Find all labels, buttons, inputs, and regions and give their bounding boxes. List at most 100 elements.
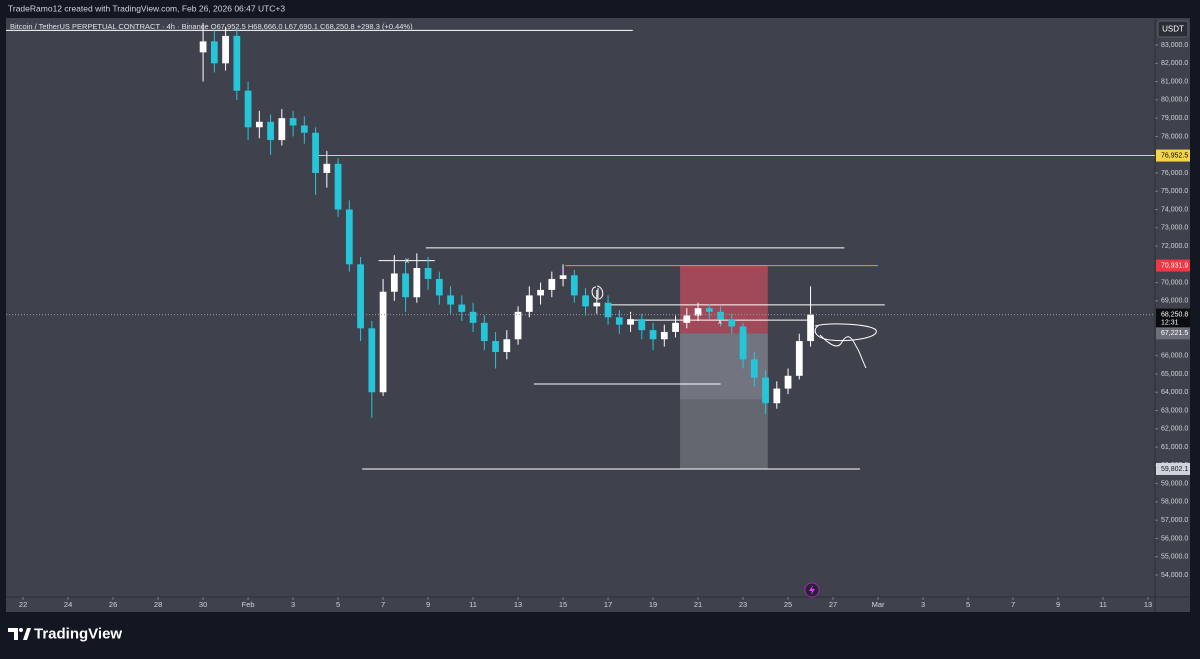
y-tick-label: 64,000.0 <box>1161 389 1188 396</box>
candle-body <box>750 359 758 378</box>
candle-body <box>660 331 668 340</box>
candle-body <box>717 311 724 320</box>
candle-body <box>728 319 736 327</box>
price-label: 59,802.1 <box>1161 466 1188 473</box>
x-tick-label: 5 <box>966 600 970 609</box>
x-tick-label: 30 <box>199 600 207 609</box>
x-tick-label: Mar <box>872 600 885 609</box>
events-icon-bolt[interactable] <box>809 585 815 595</box>
candle-body <box>312 132 319 173</box>
x-tick-label: 11 <box>469 600 477 609</box>
candle-body <box>570 275 578 296</box>
x-tick-label: 24 <box>64 600 72 609</box>
hand-drawing: x x <box>405 256 877 369</box>
x-tick-label: 3 <box>921 600 925 609</box>
y-tick-label: 78,000.0 <box>1161 133 1188 140</box>
x-tick-label: 25 <box>784 600 792 609</box>
candle-body <box>390 273 398 292</box>
y-tick-label: 65,000.0 <box>1161 371 1188 378</box>
candle-body <box>334 163 342 210</box>
symbol-title: Bitcoin / TetherUS PERPETUAL CONTRACT · … <box>10 22 413 31</box>
candle-body <box>233 35 241 91</box>
marker-x: x <box>718 317 722 326</box>
x-tick-label: 5 <box>336 600 340 609</box>
price-label-box <box>1156 327 1190 340</box>
circle-scribble <box>591 285 604 300</box>
candle-body <box>300 125 308 133</box>
y-tick-label: 80,000.0 <box>1161 97 1188 104</box>
candle-body <box>795 341 803 376</box>
y-tick-label: 69,000.0 <box>1161 298 1188 305</box>
y-tick-label: 59,000.0 <box>1161 480 1188 487</box>
y-tick-label: 56,000.0 <box>1161 535 1188 542</box>
candle-body <box>492 341 499 353</box>
logo-mark <box>23 628 31 640</box>
y-tick-label: 54,000.0 <box>1161 572 1188 579</box>
currency[interactable]: USDT <box>1162 25 1184 34</box>
y-tick-label: 79,000.0 <box>1161 115 1188 122</box>
price-label-box <box>1156 308 1190 329</box>
candle-body <box>593 302 601 307</box>
path-scribble <box>814 323 877 369</box>
x-tick-label: 13 <box>1144 600 1152 609</box>
position-zone <box>680 399 768 469</box>
x-tick-label: 19 <box>649 600 657 609</box>
y-tick-label: 66,000.0 <box>1161 353 1188 360</box>
price-label-box <box>1156 259 1190 272</box>
x-tick-label: 7 <box>381 600 385 609</box>
candle-body <box>345 209 353 265</box>
candle-body <box>694 308 702 316</box>
brand: TradingView <box>34 625 122 642</box>
caption: TradeRamo12 created with TradingView.com… <box>8 3 285 13</box>
candle-body <box>267 121 274 141</box>
y-tick-label: 83,000.0 <box>1161 42 1188 49</box>
x-tick-label: 26 <box>109 600 117 609</box>
candle-body <box>480 322 488 342</box>
candle-body <box>289 118 297 126</box>
y-tick-label: 73,000.0 <box>1161 225 1188 232</box>
plot <box>6 23 1155 470</box>
y-tick-label: 74,000.0 <box>1161 206 1188 213</box>
candle-body <box>278 118 286 141</box>
logo-mark <box>8 628 18 640</box>
price-label-box <box>1156 149 1190 162</box>
candle-body <box>762 377 769 404</box>
x-tick-label: 9 <box>426 600 430 609</box>
y-tick-label: 57,000.0 <box>1161 517 1188 524</box>
currency-box[interactable] <box>1157 20 1189 38</box>
candle-body <box>199 41 207 53</box>
candle-body <box>244 90 252 128</box>
x-tick-label: 9 <box>1056 600 1060 609</box>
candle-body <box>649 330 657 340</box>
candle-body <box>458 304 466 312</box>
y-tick-label: 72,000.0 <box>1161 243 1188 250</box>
candle-body <box>638 319 646 331</box>
candle-body <box>683 315 691 323</box>
y-tick-label: 55,000.0 <box>1161 554 1188 561</box>
x-tick-label: 22 <box>19 600 27 609</box>
candle-body <box>604 302 612 318</box>
candle-body <box>773 388 781 404</box>
candle-body <box>615 317 623 325</box>
y-tick-label: 75,000.0 <box>1161 188 1188 195</box>
x-tick-label: 11 <box>1099 600 1107 609</box>
candle-body <box>525 295 533 312</box>
candle-body <box>323 163 331 173</box>
candle-body <box>514 311 522 340</box>
candle-body <box>413 267 421 298</box>
candle-body <box>210 41 218 64</box>
candle-body <box>255 121 263 128</box>
logo-dot <box>19 628 23 632</box>
y-tick-label: 76,000.0 <box>1161 170 1188 177</box>
candle-body <box>402 273 409 298</box>
countdown: 12:31 <box>1161 319 1179 326</box>
x-tick-label: 21 <box>694 600 702 609</box>
candle-body <box>357 264 364 329</box>
price-label: 67,221.5 <box>1161 330 1188 337</box>
candle-body <box>447 295 454 305</box>
y-tick-label: 70,000.0 <box>1161 279 1188 286</box>
x-tick-label: 27 <box>829 600 837 609</box>
y-tick-label: 58,000.0 <box>1161 499 1188 506</box>
